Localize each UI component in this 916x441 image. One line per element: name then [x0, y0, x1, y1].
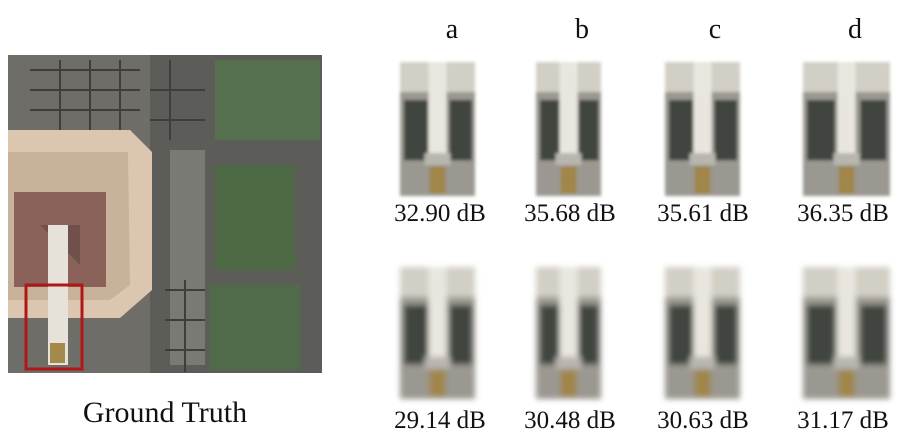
thumb-base	[690, 153, 716, 165]
psnr-label: 35.61 dB	[657, 200, 749, 227]
result-thumbnail	[803, 62, 890, 196]
psnr-label: 31.17 dB	[797, 407, 889, 434]
ground-truth-caption: Ground Truth	[83, 396, 247, 429]
thumb-column	[429, 267, 447, 362]
thumb-statue	[695, 370, 711, 396]
thumb-base	[690, 357, 716, 369]
psnr-label: 36.35 dB	[797, 200, 889, 227]
thumb-window	[860, 100, 886, 160]
result-thumbnail	[536, 62, 601, 196]
thumb-window	[715, 100, 738, 160]
psnr-label: 30.63 dB	[657, 407, 749, 434]
thumb-base	[556, 153, 582, 165]
thumb-statue	[695, 167, 711, 194]
figure: Ground Truth a b c d 32.90 dB 35.68 dB 35.61 d…	[0, 0, 916, 441]
column-label: d	[848, 14, 862, 45]
thumb-window	[807, 100, 835, 160]
result-thumbnail	[536, 267, 601, 399]
thumb-statue	[430, 167, 446, 194]
thumb-statue	[561, 167, 577, 194]
thumb-column	[838, 62, 856, 158]
thumb-column	[694, 62, 712, 158]
thumb-column	[838, 267, 856, 362]
thumb-window	[404, 100, 428, 160]
thumb-window	[669, 100, 693, 160]
psnr-label: 30.48 dB	[524, 407, 616, 434]
comparison-grid: a b c d 32.90 dB 35.68 dB 35.61 dB 36.35 dB 29.1…	[394, 14, 890, 434]
thumb-statue	[839, 167, 855, 194]
thumb-base	[556, 357, 582, 369]
thumb-window	[540, 100, 561, 160]
thumb-base	[834, 153, 860, 165]
thumb-window	[579, 305, 599, 364]
ground-truth-image	[8, 55, 322, 373]
thumb-window	[860, 305, 886, 364]
thumb-column	[560, 267, 578, 362]
result-thumbnail	[400, 267, 475, 399]
psnr-label: 35.68 dB	[524, 200, 616, 227]
thumb-column	[694, 267, 712, 362]
thumb-window	[450, 305, 473, 364]
column-label: c	[709, 14, 721, 45]
psnr-label: 32.90 dB	[394, 200, 486, 227]
thumb-window	[669, 305, 693, 364]
thumb-window	[807, 305, 835, 364]
column-label: a	[446, 14, 459, 45]
column-label: b	[575, 14, 589, 45]
thumb-window	[404, 305, 428, 364]
thumb-window	[579, 100, 599, 160]
result-thumbnail	[665, 267, 740, 399]
thumb-column	[560, 62, 578, 158]
thumb-window	[540, 305, 561, 364]
result-thumbnail	[400, 62, 475, 196]
thumb-window	[715, 305, 738, 364]
thumb-statue	[430, 370, 446, 396]
thumb-base	[425, 153, 451, 165]
thumb-base	[425, 357, 451, 369]
thumb-base	[834, 357, 860, 369]
thumb-statue	[839, 370, 855, 396]
psnr-label: 29.14 dB	[394, 407, 486, 434]
result-thumbnail	[665, 62, 740, 196]
thumb-statue	[561, 370, 577, 396]
thumb-column	[429, 62, 447, 158]
result-thumbnail	[803, 267, 890, 399]
thumb-window	[450, 100, 473, 160]
figure-canvas: Ground Truth a b c d 32.90 dB 35.68 dB 35.61 d…	[0, 0, 916, 441]
